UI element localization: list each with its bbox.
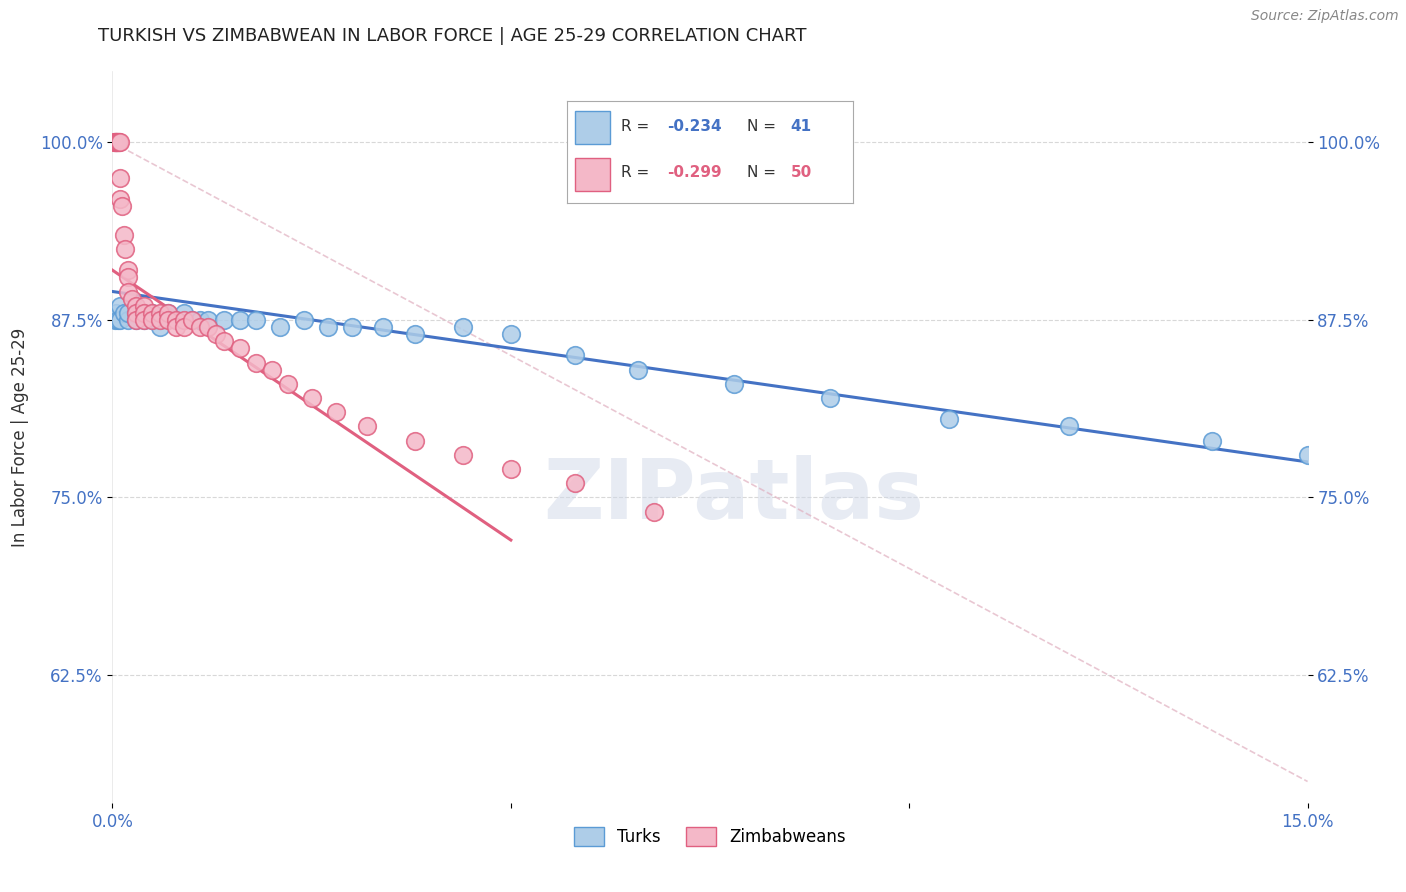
Point bbox=[157, 306, 180, 320]
Point bbox=[188, 313, 211, 327]
Point bbox=[141, 313, 163, 327]
Point bbox=[181, 313, 204, 327]
Point bbox=[356, 419, 378, 434]
Point bbox=[134, 313, 156, 327]
Point bbox=[373, 320, 395, 334]
Point bbox=[627, 362, 650, 376]
Point bbox=[149, 313, 172, 327]
Text: TURKISH VS ZIMBABWEAN IN LABOR FORCE | AGE 25-29 CORRELATION CHART: TURKISH VS ZIMBABWEAN IN LABOR FORCE | A… bbox=[98, 27, 807, 45]
Point bbox=[125, 313, 148, 327]
Point bbox=[114, 242, 136, 256]
Point bbox=[117, 285, 139, 299]
Point bbox=[1057, 419, 1080, 434]
Point bbox=[229, 341, 252, 355]
Point bbox=[149, 313, 172, 327]
Point bbox=[564, 348, 586, 362]
Point bbox=[111, 199, 134, 213]
Point bbox=[134, 306, 156, 320]
Point bbox=[229, 313, 252, 327]
Point bbox=[125, 306, 148, 320]
Point bbox=[110, 170, 132, 185]
Point bbox=[112, 227, 135, 242]
Point bbox=[260, 362, 283, 376]
Point bbox=[134, 313, 156, 327]
Point bbox=[1296, 448, 1319, 462]
Point bbox=[141, 313, 163, 327]
Point bbox=[173, 306, 195, 320]
Point bbox=[1201, 434, 1223, 448]
Point bbox=[188, 320, 211, 334]
Legend: Turks, Zimbabweans: Turks, Zimbabweans bbox=[568, 821, 852, 853]
Text: Source: ZipAtlas.com: Source: ZipAtlas.com bbox=[1251, 9, 1399, 23]
Point bbox=[165, 313, 187, 327]
Point bbox=[149, 320, 172, 334]
Point bbox=[117, 263, 139, 277]
Point bbox=[938, 412, 960, 426]
Point bbox=[108, 136, 131, 150]
Point bbox=[141, 306, 163, 320]
Point bbox=[134, 299, 156, 313]
Point bbox=[134, 306, 156, 320]
Point bbox=[181, 313, 204, 327]
Point bbox=[292, 313, 315, 327]
Point bbox=[110, 299, 132, 313]
Point bbox=[157, 306, 180, 320]
Point bbox=[104, 136, 127, 150]
Point bbox=[108, 136, 131, 150]
Point bbox=[499, 462, 522, 476]
Point bbox=[114, 306, 135, 320]
Point bbox=[818, 391, 841, 405]
Point bbox=[277, 376, 299, 391]
Point bbox=[340, 320, 363, 334]
Point bbox=[316, 320, 339, 334]
Point bbox=[165, 313, 187, 327]
Point bbox=[301, 391, 323, 405]
Point bbox=[125, 306, 148, 320]
Point bbox=[141, 306, 163, 320]
Point bbox=[269, 320, 291, 334]
Point bbox=[723, 376, 745, 391]
Point bbox=[110, 313, 132, 327]
Point bbox=[165, 320, 187, 334]
Point bbox=[212, 313, 235, 327]
Point bbox=[451, 320, 474, 334]
Text: ZIPatlas: ZIPatlas bbox=[544, 455, 924, 536]
Point bbox=[212, 334, 235, 349]
Point bbox=[173, 313, 195, 327]
Y-axis label: In Labor Force | Age 25-29: In Labor Force | Age 25-29 bbox=[11, 327, 28, 547]
Point bbox=[451, 448, 474, 462]
Point bbox=[404, 327, 426, 342]
Point bbox=[157, 313, 180, 327]
Point bbox=[643, 505, 665, 519]
Point bbox=[117, 313, 139, 327]
Point bbox=[404, 434, 426, 448]
Point bbox=[105, 306, 128, 320]
Point bbox=[149, 306, 172, 320]
Point bbox=[245, 355, 267, 369]
Point bbox=[107, 136, 129, 150]
Point bbox=[125, 313, 148, 327]
Point bbox=[107, 313, 129, 327]
Point bbox=[110, 192, 132, 206]
Point bbox=[245, 313, 267, 327]
Point bbox=[117, 270, 139, 285]
Point bbox=[103, 136, 125, 150]
Point bbox=[121, 292, 143, 306]
Point bbox=[564, 476, 586, 491]
Point bbox=[205, 327, 228, 342]
Point bbox=[325, 405, 347, 419]
Point bbox=[197, 313, 219, 327]
Point bbox=[104, 136, 127, 150]
Point bbox=[105, 136, 128, 150]
Point bbox=[104, 313, 127, 327]
Point bbox=[125, 299, 148, 313]
Point bbox=[197, 320, 219, 334]
Point bbox=[173, 320, 195, 334]
Point bbox=[499, 327, 522, 342]
Point bbox=[117, 306, 139, 320]
Point bbox=[105, 136, 128, 150]
